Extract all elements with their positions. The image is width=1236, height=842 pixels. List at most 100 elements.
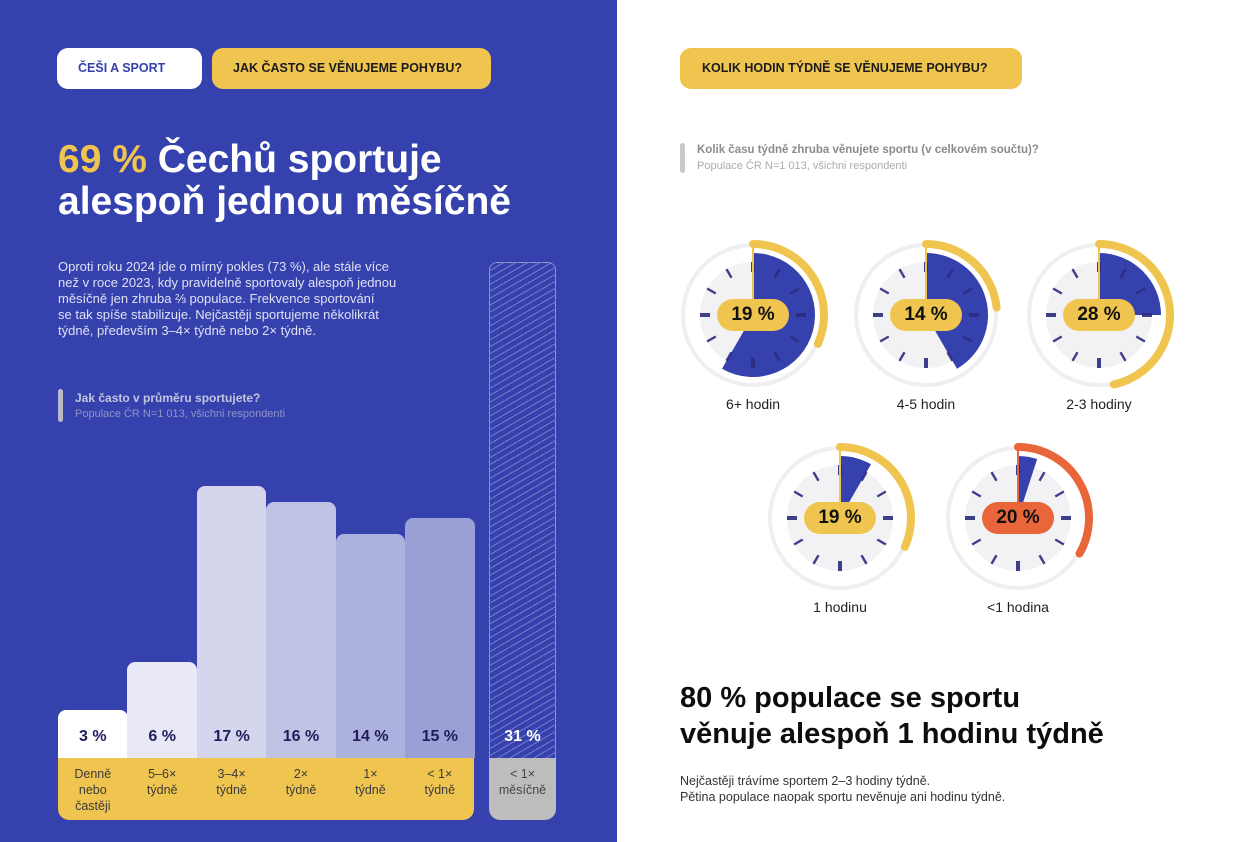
bar-value-label: 16 %	[282, 728, 320, 745]
clock-tick	[1135, 335, 1146, 343]
category-label: 5–6× týdně	[146, 767, 178, 797]
headline-line-1-rest: Čechů sportuje	[146, 138, 442, 181]
clock-label: 4-5 hodin	[896, 396, 956, 412]
clock-tick	[706, 287, 717, 295]
clock-tick	[725, 268, 733, 279]
bar-2-tydne	[266, 502, 336, 758]
clock-tick	[1071, 268, 1079, 279]
clock-tick	[946, 268, 954, 279]
paragraph-line: měsíčně jen zhruba ⅔ populace. Frekvence…	[58, 291, 375, 306]
clock-percentage-arc	[922, 240, 1001, 312]
question-title: Kolik času týdně zhruba věnujete sportu …	[697, 144, 1039, 156]
clock-tick	[876, 490, 887, 498]
clock-tick	[1119, 268, 1127, 279]
clock-tick	[1052, 335, 1063, 343]
category-label: Denně nebo častěji	[74, 767, 112, 813]
bar-value-label: 14 %	[352, 728, 389, 745]
category-label-band	[58, 758, 474, 820]
intro-paragraph: Oproti roku 2024 jde o mírný pokles (73 …	[58, 259, 458, 339]
clock-tick	[1119, 351, 1127, 362]
clock-value-pill: 20 %	[982, 502, 1054, 534]
clock-percentage-arc	[836, 443, 915, 551]
clock-tick	[1038, 554, 1046, 565]
clock-tick	[773, 268, 781, 279]
clock-tick	[860, 471, 868, 482]
clock-tick	[793, 538, 804, 546]
headline-highlight: 69 %	[58, 138, 147, 181]
tag-jak-casto[interactable]: JAK ČASTO SE VĚNUJEME POHYBU?	[212, 48, 491, 89]
clock-tick	[725, 351, 733, 362]
clock-tick	[860, 554, 868, 565]
headline-line-2: alespoň jednou měsíčně	[58, 180, 511, 223]
clock-tick	[789, 335, 800, 343]
headline-line-1: 69 % Čechů sportuje	[58, 139, 598, 181]
category-label: < 1× týdně	[424, 767, 456, 797]
clock-tick	[962, 287, 973, 295]
tag-kolik-hodin[interactable]: KOLIK HODIN TÝDNĚ SE VĚNUJEME POHYBU?	[680, 48, 1022, 89]
category-label: 3–4× týdně	[216, 767, 247, 797]
clock-tick	[962, 335, 973, 343]
category-label: 2× týdně	[285, 767, 317, 797]
clock-tick	[1135, 287, 1146, 295]
clock-tick	[898, 268, 906, 279]
clock-tick	[879, 287, 890, 295]
category-label: < 1× měsíčně	[498, 767, 547, 797]
bar-1-tydne	[335, 534, 406, 758]
clock-tick	[1038, 471, 1046, 482]
clock-value-pill: 14 %	[890, 299, 962, 331]
clock-label: <1 hodina	[987, 599, 1049, 615]
clock-tick	[1071, 351, 1079, 362]
headline-right: 80 % populace se sportu věnuje alespoň 1…	[680, 680, 1220, 752]
category-label: 1× týdně	[355, 767, 386, 797]
clock-gauge-2-3-hodiny: 28 %	[1014, 230, 1184, 400]
clock-gauge-4-5-hodin: 14 %	[841, 230, 1011, 400]
bar-denne	[58, 710, 128, 758]
question-subtitle: Populace ČR N=1 013, všichni respondenti	[697, 160, 908, 172]
clock-gauge-6-plus-hodin: 19 %	[668, 230, 838, 400]
clock-tick	[971, 538, 982, 546]
clock-label: 2-3 hodiny	[1066, 396, 1132, 412]
clock-gauge-mene-1-hodina: 20 %	[933, 433, 1103, 603]
summary-text: Nejčastěji trávíme sportem 2–3 hodiny tý…	[680, 773, 1220, 805]
clock-percentage-arc	[749, 240, 828, 348]
clock-tick	[1052, 287, 1063, 295]
question-title: Jak často v průměru sportujete?	[75, 391, 261, 405]
headline-left: 69 % Čechů sportuje alespoň jednou měsíč…	[58, 139, 598, 223]
clock-percentage-arc	[1095, 240, 1174, 389]
clock-tick	[1054, 538, 1065, 546]
paragraph-line: než v roce 2023, kdy pravidelně sportova…	[58, 275, 397, 290]
category-label-band-monthly	[489, 758, 556, 820]
clock-value-pill: 28 %	[1063, 299, 1135, 331]
clock-label: 1 hodinu	[813, 599, 867, 615]
clock-tick	[946, 351, 954, 362]
bar-5-6-tydne	[127, 662, 197, 758]
clock-tick	[789, 287, 800, 295]
clock-tick	[898, 351, 906, 362]
bar-value-label: 3 %	[79, 728, 107, 745]
question-accent-bar	[680, 143, 685, 173]
tag-cesi-a-sport[interactable]: ČEŠI A SPORT	[57, 48, 202, 89]
clock-tick	[812, 471, 820, 482]
paragraph-line: týdně, především 3–4× týdně nebo 2× týdn…	[58, 323, 317, 338]
clock-tick	[1054, 490, 1065, 498]
summary-line: Nejčastěji trávíme sportem 2–3 hodiny tý…	[680, 774, 931, 788]
clock-tick	[971, 490, 982, 498]
clock-value-pill: 19 %	[804, 502, 876, 534]
clock-tick	[773, 351, 781, 362]
bar-value-label: 15 %	[421, 728, 459, 745]
clock-gauge-1-hodinu: 19 %	[755, 433, 925, 603]
summary-line: Pětina populace naopak sportu nevěnuje a…	[680, 790, 1006, 804]
clock-tick	[990, 554, 998, 565]
paragraph-line: se tak spíše stabilizuje. Nejčastěji spo…	[58, 307, 379, 322]
clock-tick	[706, 335, 717, 343]
clock-tick	[812, 554, 820, 565]
bar-3-4-tydne	[196, 486, 267, 758]
bar-mene-1-tydne	[405, 518, 475, 758]
question-accent-bar	[58, 389, 63, 422]
paragraph-line: Oproti roku 2024 jde o mírný pokles (73 …	[58, 259, 389, 274]
clock-tick	[879, 335, 890, 343]
headline-line: 80 % populace se sportu	[680, 682, 1021, 714]
clock-percentage-arc	[1014, 443, 1093, 558]
bar-value-label: 6 %	[148, 728, 176, 745]
bar-mene-1-mesicne-hatched	[489, 262, 556, 758]
